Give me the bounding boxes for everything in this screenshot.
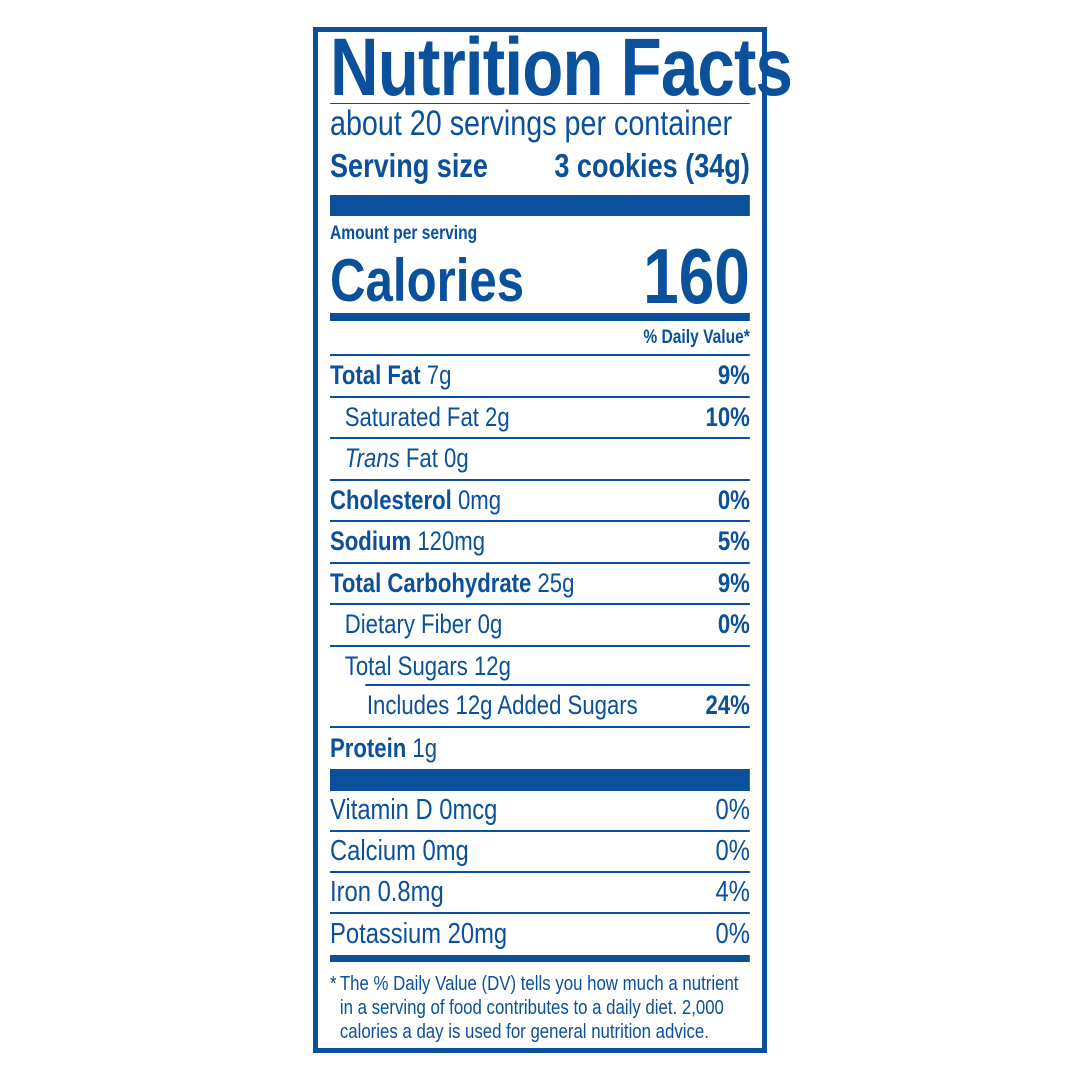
nutrient-amount: 25g (537, 567, 575, 598)
vitamin-name: Iron 0.8mg (330, 876, 444, 908)
nutrient-row-dietary-fiber: Dietary Fiber 0g 0% (330, 605, 750, 647)
thick-divider (330, 769, 750, 791)
nutrient-name: Sodium (330, 526, 412, 557)
vitamin-row-vitamin-d: Vitamin D 0mcg 0% (330, 791, 750, 832)
footnote-line: calories a day is used for general nutri… (339, 1020, 709, 1043)
nutrient-dv: 9% (717, 360, 750, 391)
daily-value-header: % Daily Value* (330, 321, 750, 356)
serving-size-value: 3 cookies (34g) (554, 147, 750, 184)
vitamin-row-potassium: Potassium 20mg 0% (330, 914, 750, 955)
nutrient-name: Protein (330, 732, 407, 763)
nutrient-name: Cholesterol (330, 484, 452, 515)
vitamin-name: Calcium 0mg (330, 835, 469, 867)
nutrition-facts-label: Nutrition Facts about 20 servings per co… (330, 22, 793, 1044)
nutrient-name: Saturated Fat 2g (344, 401, 510, 432)
nutrient-amount: 120mg (417, 526, 486, 557)
serving-size-label: Serving size (330, 147, 488, 184)
nutrient-name-italic: Trans (344, 443, 400, 474)
nutrient-row-protein: Protein 1g (330, 728, 750, 770)
nutrient-row-total-carbohydrate: Total Carbohydrate 25g 9% (330, 564, 750, 605)
nutrient-dv: 0% (717, 609, 750, 640)
nutrient-name: Total Carbohydrate (330, 567, 532, 598)
nutrient-name: Includes 12g Added Sugars (366, 690, 638, 721)
nutrition-label-border (313, 27, 767, 1053)
nutrient-name: Fat 0g (405, 443, 469, 474)
medium-divider (330, 955, 750, 962)
vitamin-dv: 0% (715, 794, 750, 826)
nutrient-row-added-sugars: Includes 12g Added Sugars 24% (330, 686, 750, 728)
nutrient-row-total-fat: Total Fat 7g 9% (330, 356, 750, 398)
thick-divider (330, 195, 750, 216)
nutrient-name: Total Fat (330, 360, 421, 391)
servings-per-container: about 20 servings per container (330, 104, 733, 143)
serving-size: Serving size 3 cookies (34g) (330, 144, 750, 188)
label-title: Nutrition Facts (330, 22, 793, 113)
footnote-line: in a serving of food contributes to a da… (339, 996, 724, 1019)
nutrient-row-cholesterol: Cholesterol 0mg 0% (330, 481, 750, 522)
vitamin-name: Potassium 20mg (330, 918, 508, 950)
nutrient-dv: 9% (717, 567, 750, 598)
nutrient-dv: 10% (705, 401, 750, 432)
footnote-line: The % Daily Value (DV) tells you how muc… (339, 972, 739, 995)
nutrient-amount: 1g (412, 732, 438, 763)
footnote-asterisk: * (330, 972, 337, 995)
nutrient-row-trans-fat: Trans Fat 0g (330, 439, 750, 481)
medium-divider (330, 313, 750, 321)
nutrient-name: Total Sugars 12g (344, 650, 511, 681)
nutrient-row-sodium: Sodium 120mg 5% (330, 522, 750, 564)
calories-value: 160 (643, 232, 750, 320)
nutrient-dv: 5% (717, 526, 750, 557)
nutrient-amount: 0mg (457, 484, 502, 515)
vitamin-name: Vitamin D 0mcg (330, 794, 498, 826)
nutrient-row-saturated-fat: Saturated Fat 2g 10% (330, 398, 750, 439)
nutrient-row-total-sugars: Total Sugars 12g (330, 647, 750, 687)
nutrient-name: Dietary Fiber 0g (344, 609, 503, 640)
vitamin-dv: 0% (715, 918, 750, 950)
vitamin-dv: 4% (715, 876, 750, 908)
calories-label: Calories (330, 247, 525, 314)
nutrient-dv: 0% (717, 484, 750, 515)
nutrient-dv: 24% (705, 690, 750, 721)
nutrient-amount: 7g (426, 360, 452, 391)
vitamin-row-iron: Iron 0.8mg 4% (330, 873, 750, 914)
vitamin-row-calcium: Calcium 0mg 0% (330, 832, 750, 873)
vitamin-dv: 0% (715, 835, 750, 867)
amount-per-serving: Amount per serving (330, 223, 478, 244)
calories-row: Calories 160 (330, 232, 750, 320)
footnote: * The % Daily Value (DV) tells you how m… (330, 972, 750, 1044)
